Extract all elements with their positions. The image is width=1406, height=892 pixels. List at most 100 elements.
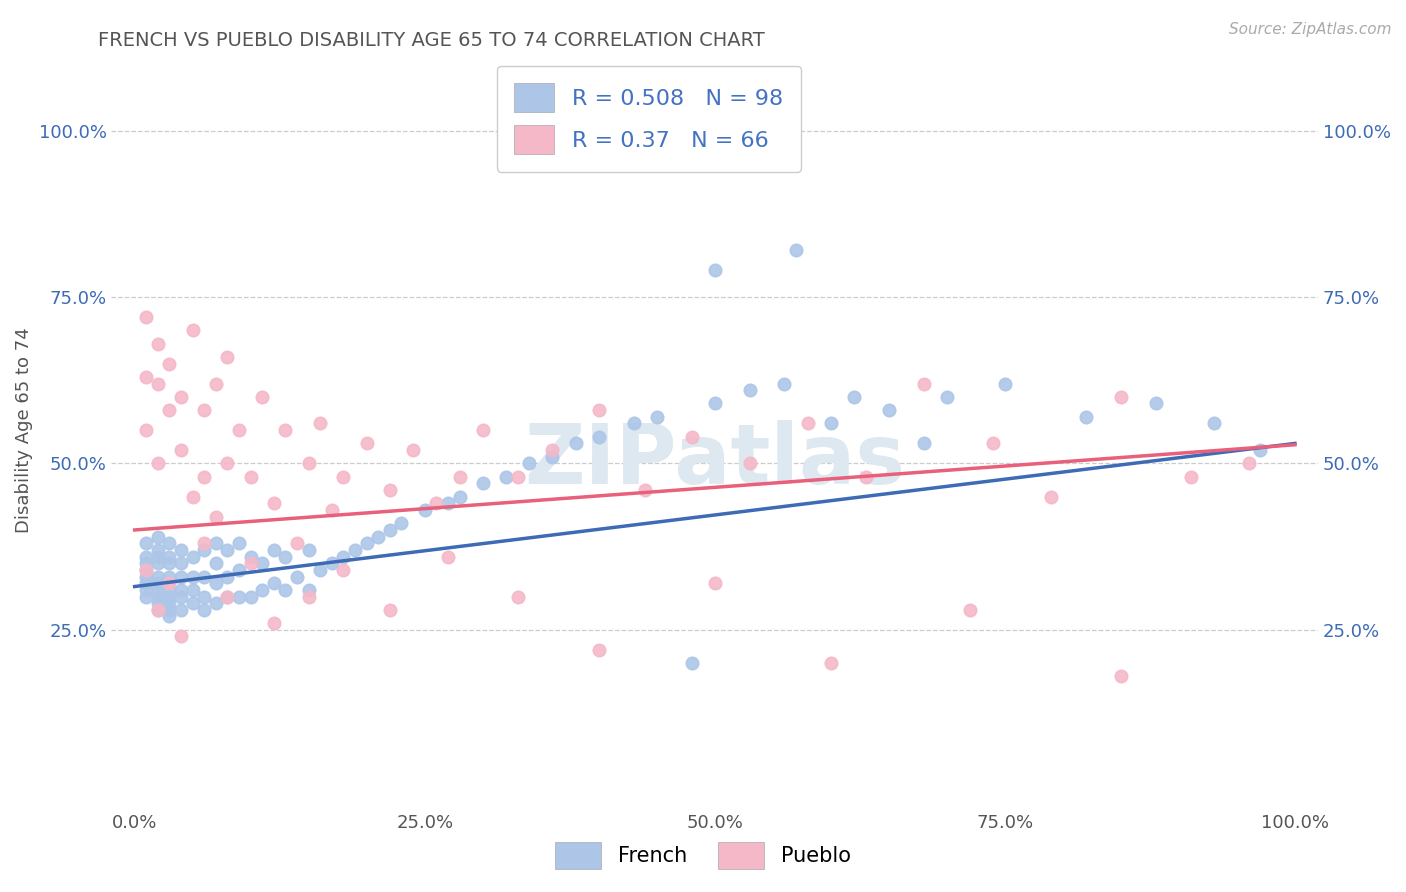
Point [170,390,193,404]
Point [159,357,181,371]
Point [205,509,228,524]
Point [170,569,193,583]
Point [1180,469,1202,483]
Point [146,603,169,617]
Point [738,383,761,397]
Y-axis label: Disability Age 65 to 74: Disability Age 65 to 74 [15,327,32,533]
Point [239,469,262,483]
Point [263,616,285,631]
Point [181,323,204,337]
Point [146,569,169,583]
Point [170,556,193,570]
Point [193,569,215,583]
Point [541,443,564,458]
Point [181,549,204,564]
Point [703,396,725,410]
Point [402,443,425,458]
Point [796,417,818,431]
Point [588,642,610,657]
Point [378,523,401,537]
Point [217,456,239,470]
Point [146,530,169,544]
Point [181,569,204,583]
Point [623,417,645,431]
Point [146,582,169,597]
Point [193,403,215,417]
Point [1237,456,1260,470]
Point [135,563,157,577]
Point [159,590,181,604]
Point [217,590,239,604]
Point [703,263,725,277]
Point [274,423,297,437]
Point [935,390,957,404]
Point [170,590,193,604]
Point [181,596,204,610]
Point [634,483,657,497]
Point [217,590,239,604]
Point [1202,417,1225,431]
Point [135,569,157,583]
Point [252,556,274,570]
Point [263,576,285,591]
Point [159,576,181,591]
Point [471,423,494,437]
Point [159,403,181,417]
Point [159,536,181,550]
Point [135,576,157,591]
Point [159,549,181,564]
Point [645,409,668,424]
Point [285,536,308,550]
Point [159,609,181,624]
Point [681,656,703,670]
Point [217,543,239,558]
Point [321,556,343,570]
Point [356,536,378,550]
Point [146,543,169,558]
Point [205,376,228,391]
Point [146,549,169,564]
Point [146,556,169,570]
Point [228,423,250,437]
Point [703,576,725,591]
Point [239,549,262,564]
Point [146,603,169,617]
Text: FRENCH VS PUEBLO DISABILITY AGE 65 TO 74 CORRELATION CHART: FRENCH VS PUEBLO DISABILITY AGE 65 TO 74… [98,31,765,50]
Point [449,469,471,483]
Point [1074,409,1097,424]
Point [298,590,321,604]
Point [146,576,169,591]
Point [135,423,157,437]
Point [332,549,354,564]
Point [495,469,517,483]
Point [146,590,169,604]
Point [820,656,842,670]
Point [413,503,436,517]
Point [1109,390,1132,404]
Point [193,536,215,550]
Point [170,443,193,458]
Point [378,483,401,497]
Point [146,596,169,610]
Point [773,376,796,391]
Point [285,569,308,583]
Point [785,244,807,258]
Point [205,556,228,570]
Point [274,582,297,597]
Point [193,603,215,617]
Point [159,596,181,610]
Point [217,569,239,583]
Point [135,563,157,577]
Point [437,496,460,510]
Point [239,590,262,604]
Point [159,569,181,583]
Point [217,350,239,364]
Text: ZIPatlas: ZIPatlas [524,420,905,501]
Point [425,496,447,510]
Point [959,603,981,617]
Point [205,576,228,591]
Point [252,582,274,597]
Point [170,543,193,558]
Point [274,549,297,564]
Point [135,549,157,564]
